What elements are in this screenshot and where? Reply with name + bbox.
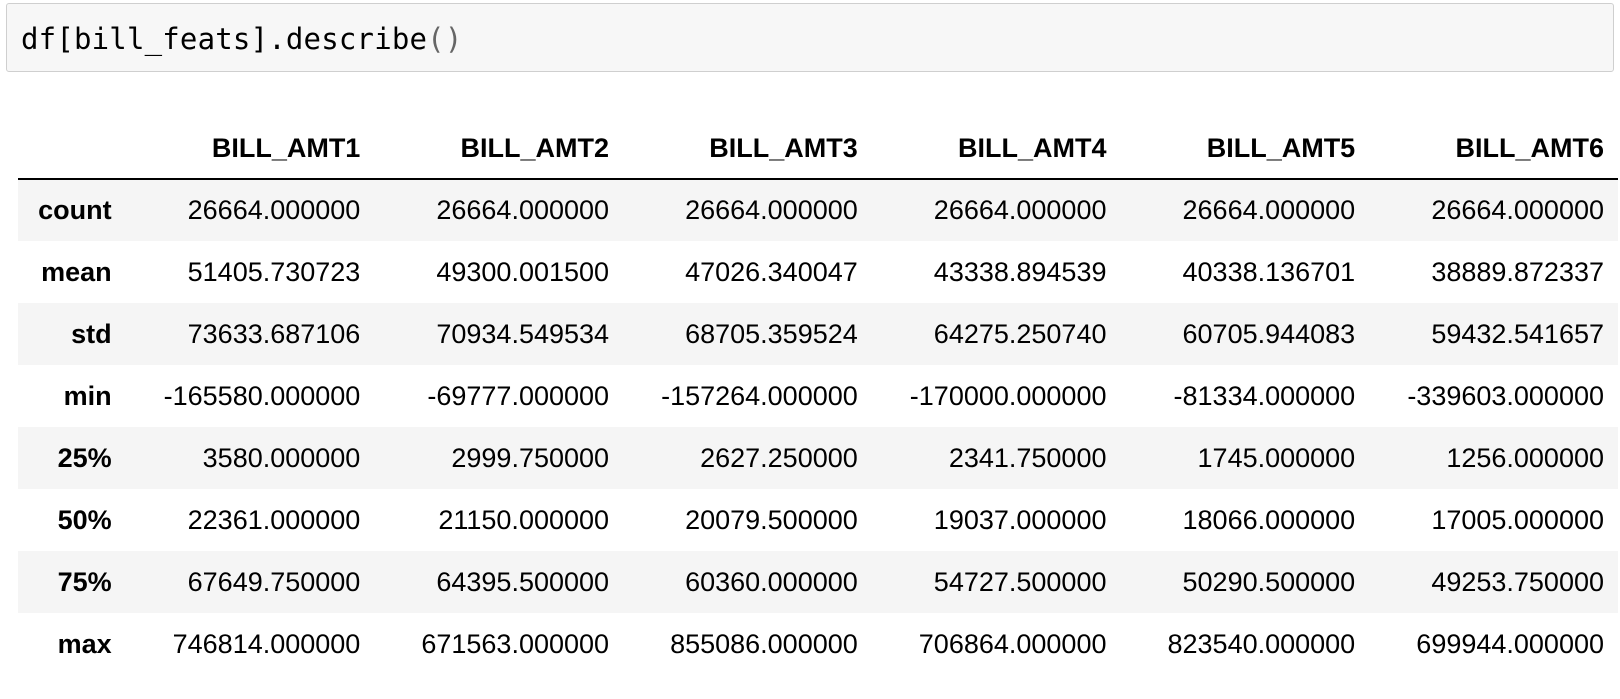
table-cell: 21150.000000 (438, 504, 610, 535)
code-text: df[bill_feats].describe() (21, 21, 463, 57)
table-cell: 2627.250000 (700, 442, 858, 473)
table-cell: 2341.750000 (948, 442, 1107, 473)
table-cell: -170000.000000 (909, 380, 1107, 411)
row-label: std (71, 318, 112, 349)
code-expression: df[bill_feats].describe (21, 22, 428, 56)
table-row: mean 51405.730723 49300.001500 47026.340… (18, 241, 1618, 303)
column-header: BILL_AMT4 (871, 119, 1121, 180)
table-cell: 26664.000000 (685, 195, 858, 225)
row-label: max (57, 628, 112, 659)
table-row: min -165580.000000 -69777.000000 -157264… (18, 365, 1618, 427)
table-cell: 18066.000000 (1182, 504, 1356, 535)
table-cell: 49253.750000 (1431, 566, 1604, 597)
table-cell: 26664.000000 (1182, 195, 1356, 225)
row-label: mean (41, 256, 112, 287)
table-cell: 73633.687106 (187, 318, 361, 349)
table-row: max 746814.000000 671563.000000 855086.0… (18, 613, 1618, 675)
table-cell: 64395.500000 (436, 566, 610, 597)
table-cell: 19037.000000 (933, 504, 1107, 535)
table-cell: 38889.872337 (1431, 256, 1604, 287)
table-cell: 22361.000000 (187, 504, 361, 535)
table-cell: 26664.000000 (436, 195, 610, 225)
table-cell: -165580.000000 (163, 380, 361, 411)
table-cell: 671563.000000 (421, 628, 610, 659)
table-cell: 64275.250740 (933, 318, 1107, 349)
table-cell: 1256.000000 (1446, 442, 1604, 473)
table-cell: 26664.000000 (1431, 195, 1604, 225)
table-cell: 49300.001500 (436, 256, 610, 287)
table-cell: 2999.750000 (451, 442, 610, 473)
table-row: 25% 3580.000000 2999.750000 2627.250000 … (18, 427, 1618, 489)
column-header: BILL_AMT1 (125, 119, 375, 180)
index-header (18, 119, 126, 180)
row-label: 25% (57, 442, 112, 473)
table-cell: 60705.944083 (1182, 318, 1356, 349)
table-cell: 1745.000000 (1197, 442, 1356, 473)
table-header-row: BILL_AMT1 BILL_AMT2 BILL_AMT3 BILL_AMT4 … (18, 119, 1618, 180)
table-cell: 17005.000000 (1431, 504, 1604, 535)
table-cell: 746814.000000 (172, 628, 361, 659)
row-label: count (38, 195, 112, 225)
table-cell: 26664.000000 (933, 195, 1107, 225)
table-row: 50% 22361.000000 21150.000000 20079.5000… (18, 489, 1618, 551)
code-parens: () (427, 22, 463, 56)
row-label: 75% (57, 566, 112, 597)
table-cell: 699944.000000 (1416, 628, 1604, 659)
describe-output-table: BILL_AMT1 BILL_AMT2 BILL_AMT3 BILL_AMT4 … (18, 119, 1618, 675)
table-cell: -157264.000000 (661, 380, 858, 411)
row-label: min (63, 380, 112, 411)
table-cell: 823540.000000 (1167, 628, 1356, 659)
column-header: BILL_AMT2 (374, 119, 624, 180)
column-header: BILL_AMT3 (623, 119, 872, 180)
table-row: count 26664.000000 26664.000000 26664.00… (18, 179, 1618, 241)
table-cell: 70934.549534 (436, 318, 610, 349)
table-cell: 40338.136701 (1182, 256, 1356, 287)
table-cell: -339603.000000 (1407, 380, 1604, 411)
column-header: BILL_AMT5 (1120, 119, 1370, 180)
column-header: BILL_AMT6 (1369, 119, 1618, 180)
table-cell: 60360.000000 (685, 566, 858, 597)
table-cell: 3580.000000 (202, 442, 361, 473)
row-label: 50% (57, 504, 112, 535)
table-cell: 51405.730723 (187, 256, 361, 287)
table-cell: 706864.000000 (918, 628, 1107, 659)
table-cell: 20079.500000 (685, 504, 858, 535)
table-cell: 59432.541657 (1431, 318, 1604, 349)
table-row: 75% 67649.750000 64395.500000 60360.0000… (18, 551, 1618, 613)
table-cell: 54727.500000 (933, 566, 1107, 597)
table-cell: 47026.340047 (685, 256, 858, 287)
table-cell: 68705.359524 (685, 318, 858, 349)
code-cell-input[interactable]: df[bill_feats].describe() (6, 3, 1614, 72)
table-cell: 855086.000000 (670, 628, 858, 659)
table-cell: -81334.000000 (1173, 380, 1356, 411)
table-cell: 50290.500000 (1182, 566, 1356, 597)
table-row: std 73633.687106 70934.549534 68705.3595… (18, 303, 1618, 365)
table-cell: 26664.000000 (187, 195, 361, 225)
table-cell: -69777.000000 (427, 380, 610, 411)
table-cell: 43338.894539 (933, 256, 1107, 287)
table-cell: 67649.750000 (187, 566, 361, 597)
